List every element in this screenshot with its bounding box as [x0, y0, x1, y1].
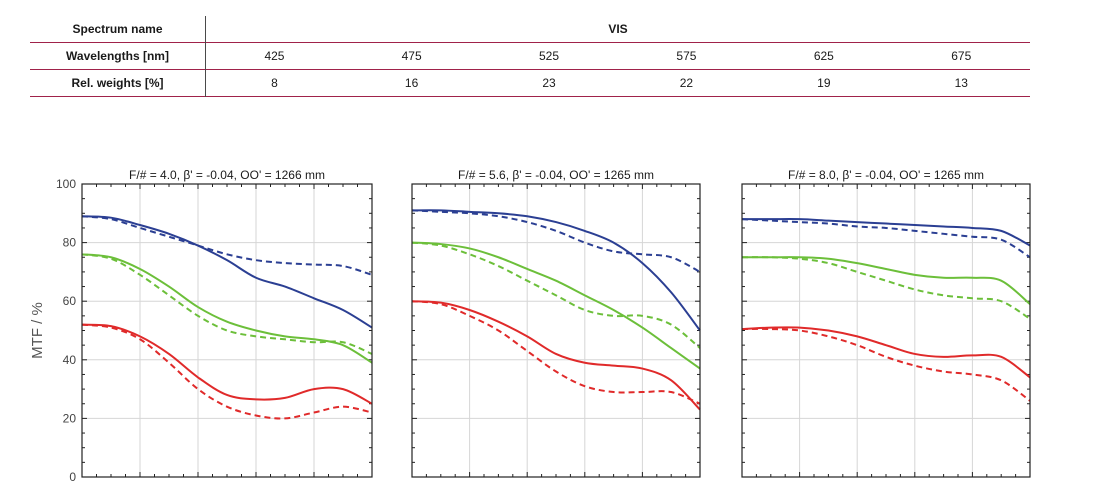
- mtf-curve-blue-solid: [411, 209, 701, 332]
- mtf-curve-green-solid: [411, 241, 701, 370]
- y-tick-label: 60: [63, 294, 77, 308]
- chart-title: F/# = 8.0, β' = -0.04, OO' = 1265 mm: [788, 168, 984, 182]
- weight-row: Rel. weights [%] 8 16 23 22 19 13: [30, 69, 1030, 97]
- wavelength-cell: 525: [539, 49, 560, 63]
- mtf-curve-red-dashed: [81, 323, 373, 420]
- mtf-chart-3: F/# = 8.0, β' = -0.04, OO' = 1265 mm: [741, 168, 1031, 478]
- mtf-curve-green-dashed: [741, 256, 1031, 320]
- mtf-chart-2: F/# = 5.6, β' = -0.04, OO' = 1265 mm: [411, 168, 701, 478]
- y-tick-label: 0: [69, 470, 76, 484]
- spectrum-name-label: Spectrum name: [30, 16, 206, 43]
- mtf-curve-blue-dashed: [411, 209, 701, 273]
- mtf-curve-blue-solid: [742, 218, 1031, 247]
- wavelength-cell: 475: [401, 49, 422, 63]
- wavelength-cell: 625: [813, 49, 834, 63]
- mtf-curve-green-dashed: [411, 241, 701, 349]
- weight-cell: 16: [404, 76, 419, 90]
- mtf-curve-red-solid: [411, 300, 701, 411]
- y-tick-label: 20: [63, 411, 77, 425]
- weight-cell: 8: [271, 76, 278, 90]
- wavelength-row: Wavelengths [nm] 425 475 525 575 625 675: [30, 42, 1030, 70]
- mtf-curve-red-solid: [81, 323, 373, 405]
- mtf-curve-green-solid: [742, 256, 1031, 305]
- mtf-curve-red-solid: [741, 326, 1031, 379]
- mtf-curve-red-dashed: [741, 327, 1031, 402]
- chart-title: F/# = 5.6, β' = -0.04, OO' = 1265 mm: [458, 168, 654, 182]
- weight-cell: 22: [679, 76, 694, 90]
- weight-label: Rel. weights [%]: [30, 69, 206, 97]
- mtf-curve-green-dashed: [81, 253, 373, 355]
- mtf-curve-green-solid: [81, 253, 373, 364]
- mtf-curve-blue-dashed: [741, 218, 1031, 259]
- wavelength-label: Wavelengths [nm]: [30, 42, 206, 70]
- mtf-curve-blue-solid: [81, 215, 373, 329]
- wavelength-cell: 425: [264, 49, 285, 63]
- spectrum-name-row: Spectrum name VIS: [30, 16, 1030, 43]
- mtf-curve-blue-dashed: [81, 215, 373, 276]
- y-axis-label: MTF / %: [29, 302, 46, 359]
- spectrum-table: Spectrum name VIS Wavelengths [nm] 425 4…: [30, 16, 1030, 97]
- y-tick-label: 80: [63, 236, 77, 250]
- mtf-chart-1: F/# = 4.0, β' = -0.04, OO' = 1266 mm 0 20 4…: [29, 168, 373, 484]
- wavelength-cell: 675: [951, 49, 972, 63]
- y-tick-label: 40: [63, 353, 77, 367]
- mtf-charts: F/# = 4.0, β' = -0.04, OO' = 1266 mm 0 20 4…: [29, 168, 1031, 484]
- chart-title: F/# = 4.0, β' = -0.04, OO' = 1266 mm: [129, 168, 325, 182]
- weight-cell: 23: [542, 76, 556, 90]
- plot-frame: [741, 183, 1031, 478]
- wavelength-cell: 575: [676, 49, 697, 63]
- weight-cell: 19: [817, 76, 831, 90]
- y-tick-label: 100: [56, 177, 76, 191]
- plot-frame: [81, 183, 373, 478]
- weight-cell: 13: [954, 76, 968, 90]
- mtf-curve-red-dashed: [411, 300, 701, 405]
- spectrum-name-value: VIS: [608, 22, 628, 36]
- plot-frame: [411, 183, 701, 478]
